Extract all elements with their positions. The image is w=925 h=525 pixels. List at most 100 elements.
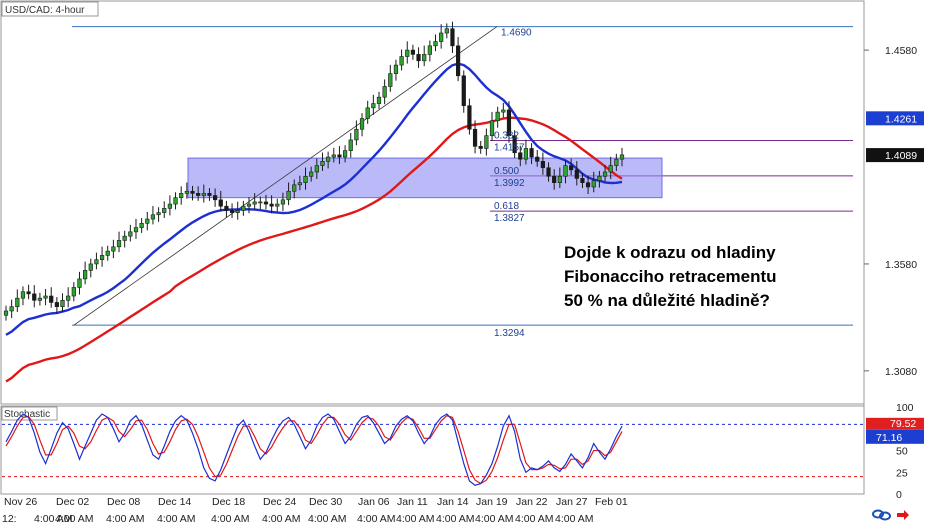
candle-body <box>580 178 585 183</box>
candle-body <box>591 180 596 188</box>
fib-low-label: 1.3294 <box>494 328 525 339</box>
chain-link-icon[interactable] <box>872 509 891 521</box>
candle-body <box>303 175 308 183</box>
candle-body <box>331 154 336 158</box>
date-label: Dec 08 <box>107 496 140 508</box>
date-label: Dec 14 <box>158 496 191 508</box>
date-label: Feb 01 <box>595 496 628 508</box>
candle-body <box>512 135 517 154</box>
fib-618-ratio: 0.618 <box>494 201 519 212</box>
date-label: Dec 24 <box>263 496 296 508</box>
stoch-tick-label: 100 <box>896 402 914 414</box>
candle-body <box>3 310 9 316</box>
candle-body <box>495 111 500 121</box>
candle-body <box>382 86 387 98</box>
stoch-tick-label: 25 <box>896 467 908 479</box>
chart-title: USD/CAD: 4-hour <box>5 5 85 16</box>
candle-body <box>484 135 489 149</box>
candle-body <box>461 75 466 107</box>
red-arrow-icon[interactable] <box>897 510 909 520</box>
fib-382-ratio: 0.382 <box>494 131 519 142</box>
candle-body <box>9 306 14 312</box>
candle-body <box>179 193 184 198</box>
title-box <box>1 1 99 17</box>
time-label: 4:00 AM <box>157 513 196 525</box>
candle-body <box>139 223 144 228</box>
candle-body <box>393 64 399 74</box>
time-label: 4:00 AM <box>55 513 94 525</box>
candle-body <box>105 250 110 256</box>
candle-body <box>410 49 416 55</box>
candle-body <box>66 295 71 301</box>
candle-body <box>224 205 229 211</box>
candle-body <box>359 118 365 130</box>
candle-body <box>246 203 252 207</box>
stoch-k-line <box>5 413 623 486</box>
candle-body <box>546 167 551 177</box>
date-axis: Nov 26 Dec 02 Dec 08 Dec 14 Dec 18 Dec 24 Dec … <box>4 496 628 508</box>
candle-body <box>122 235 127 241</box>
time-label: 4:00 AM <box>396 513 435 525</box>
candle-body <box>399 56 404 66</box>
date-label: Dec 18 <box>212 496 245 508</box>
fib-382-price: 1.4157 <box>494 143 525 154</box>
date-label: Jan 14 <box>437 496 469 508</box>
svg-text:1.4261: 1.4261 <box>885 113 917 125</box>
candle-body <box>32 293 37 301</box>
ma-red-line <box>5 116 623 383</box>
time-label: 4:00 AM <box>475 513 514 525</box>
ma-blue-line <box>5 62 623 336</box>
time-label: 12: <box>2 513 17 525</box>
candle-body <box>207 193 212 196</box>
candle-body <box>37 297 43 301</box>
fib-high-label: 1.4690 <box>501 28 532 39</box>
candle-body <box>444 28 449 34</box>
stoch-badge-d: 79.52 <box>866 417 924 430</box>
candle-body <box>128 231 133 237</box>
candle-body <box>472 128 478 147</box>
candle-body <box>269 203 274 207</box>
price-badge-last: 1.4089 <box>866 148 924 163</box>
candle-body <box>376 96 382 104</box>
candle-body <box>145 218 150 224</box>
date-label: Jan 19 <box>476 496 508 508</box>
candle-body <box>15 297 20 308</box>
price-axis: 1.4580 1.3580 1.3080 <box>864 45 917 378</box>
candle-body <box>286 190 291 201</box>
annotation-line-1: Dojde k odrazu od hladiny <box>564 243 776 262</box>
candle-body <box>20 291 26 299</box>
candle-body <box>162 208 167 213</box>
fib-618-price: 1.3827 <box>494 213 525 224</box>
candle-body <box>263 201 269 205</box>
stoch-badge-k: 71.16 <box>866 429 924 444</box>
candle-body <box>280 199 286 205</box>
candle-body <box>111 246 116 252</box>
candle-body <box>54 302 59 308</box>
candle-body <box>275 203 280 207</box>
candle-body <box>309 171 314 177</box>
candle-body <box>557 175 562 183</box>
candle-body <box>405 49 410 57</box>
candle-body <box>201 193 206 196</box>
candle-body <box>150 214 156 220</box>
candle-body <box>229 210 235 213</box>
candle-body <box>523 148 529 160</box>
time-label: 4:00 AM <box>262 513 301 525</box>
candle-body <box>563 165 568 177</box>
time-label: 4:00 AM <box>106 513 145 525</box>
date-label: Jan 11 <box>397 496 428 508</box>
candle-body <box>427 45 432 55</box>
candle-body <box>196 193 201 196</box>
fib-trend-line <box>73 26 498 326</box>
fib-500-ratio: 0.500 <box>494 166 519 177</box>
candle-body <box>342 150 348 158</box>
candle-body <box>529 148 534 158</box>
stoch-tick-label: 0 <box>896 489 902 501</box>
time-label: 4:00 AM <box>555 513 594 525</box>
candle-body <box>365 107 370 119</box>
candle-body <box>597 175 602 181</box>
candle-body <box>371 103 376 109</box>
date-label: Dec 02 <box>56 496 89 508</box>
fib-500-price: 1.3992 <box>494 178 525 189</box>
